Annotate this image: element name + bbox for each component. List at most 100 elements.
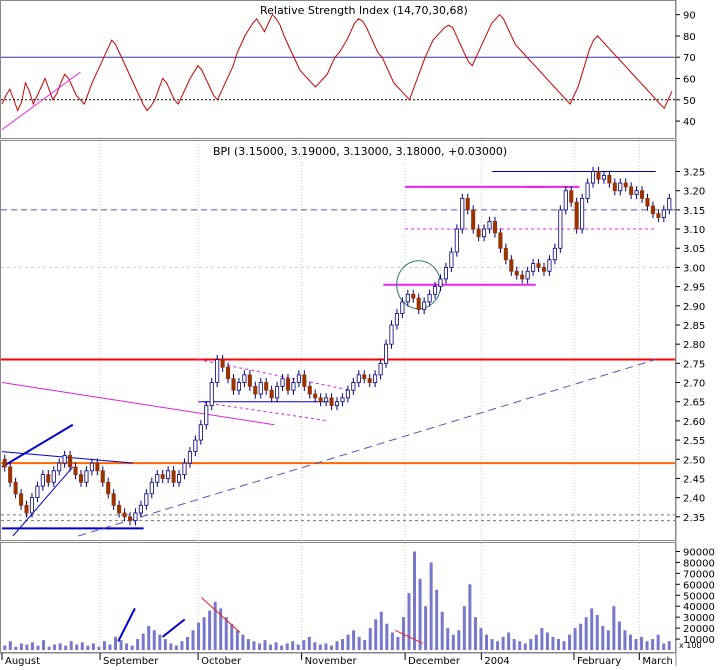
volume-bar bbox=[623, 630, 627, 650]
volume-bar bbox=[512, 639, 516, 650]
candle-body bbox=[465, 197, 470, 211]
volume-bar bbox=[19, 643, 23, 650]
volume-bar bbox=[379, 611, 383, 650]
price-tick-label: 2.85 bbox=[683, 321, 705, 332]
candle-body bbox=[73, 466, 78, 476]
volume-bar bbox=[518, 641, 522, 650]
volume-bar bbox=[185, 636, 189, 650]
x-axis: August September October November December 20… bbox=[0, 652, 676, 667]
price-annotation-line bbox=[12, 466, 74, 537]
volume-annotation-line bbox=[201, 597, 241, 633]
volume-bar bbox=[47, 646, 51, 650]
candle-body bbox=[411, 293, 416, 299]
volume-bar bbox=[329, 645, 333, 650]
volume-annotation-line bbox=[394, 629, 424, 644]
volume-bar bbox=[3, 645, 7, 650]
candle-body bbox=[253, 385, 258, 395]
price-annotation-line bbox=[1, 451, 133, 464]
volume-bar bbox=[628, 634, 632, 650]
candle-body bbox=[433, 286, 438, 295]
price-tick-label: 2.70 bbox=[683, 379, 705, 390]
rsi-tick-label: 70 bbox=[683, 53, 696, 64]
candle-body bbox=[144, 493, 149, 506]
volume-bar bbox=[534, 634, 538, 650]
volume-bar bbox=[645, 641, 649, 650]
candle-body bbox=[422, 301, 427, 311]
candle-body bbox=[520, 274, 525, 280]
volume-bar bbox=[130, 645, 134, 650]
price-tick-label: 3.15 bbox=[683, 206, 705, 217]
candle-body bbox=[111, 493, 116, 506]
volume-bar bbox=[213, 601, 217, 650]
price-tick-label: 2.90 bbox=[683, 302, 705, 313]
volume-bar bbox=[69, 641, 73, 650]
volume-bar bbox=[114, 636, 118, 650]
price-annotation-line bbox=[198, 401, 329, 422]
candle-body bbox=[285, 378, 291, 391]
volume-bar bbox=[656, 634, 660, 650]
candle-body bbox=[187, 451, 192, 464]
candle-body bbox=[166, 470, 171, 479]
candle-body bbox=[618, 182, 623, 192]
volume-bar bbox=[390, 632, 394, 650]
candle-body bbox=[482, 228, 487, 238]
volume-bar bbox=[318, 644, 322, 650]
volume-bar bbox=[413, 551, 417, 650]
candle-body bbox=[629, 186, 634, 195]
volume-bar bbox=[86, 645, 90, 650]
volume-bar bbox=[42, 640, 46, 650]
price-tick-label: 3.05 bbox=[683, 244, 705, 255]
volume-bar bbox=[568, 634, 572, 650]
candle-body bbox=[231, 378, 236, 391]
volume-bar bbox=[662, 643, 666, 650]
candle-body bbox=[362, 374, 367, 380]
candle-body bbox=[100, 470, 105, 483]
rsi-panel bbox=[0, 0, 676, 139]
rsi-tick-label: 90 bbox=[683, 11, 696, 22]
volume-bar bbox=[80, 642, 84, 650]
candle-body bbox=[601, 174, 606, 180]
volume-bar bbox=[440, 611, 444, 650]
volume-bar bbox=[562, 641, 566, 650]
candle-body bbox=[509, 259, 514, 272]
volume-bar bbox=[313, 642, 317, 650]
volume-bar bbox=[163, 639, 167, 650]
volume-bar bbox=[58, 643, 62, 650]
volume-bar bbox=[280, 645, 284, 650]
price-tick-label: 2.60 bbox=[683, 417, 705, 428]
candle-body bbox=[51, 470, 56, 483]
volume-bar bbox=[208, 610, 212, 650]
candle-body bbox=[345, 389, 350, 399]
volume-bar bbox=[75, 644, 79, 650]
candle-body bbox=[127, 516, 133, 522]
volume-bar bbox=[119, 640, 123, 650]
candle-body bbox=[204, 405, 209, 426]
volume-bar bbox=[147, 625, 151, 650]
price-panel bbox=[0, 140, 676, 541]
candle-body bbox=[68, 455, 73, 468]
candle-body bbox=[24, 504, 29, 514]
x-tick-label: December bbox=[408, 656, 461, 666]
volume-tick-label: 90000 bbox=[683, 547, 715, 558]
x-tick-label: November bbox=[305, 656, 358, 666]
volume-bar bbox=[640, 636, 644, 650]
candle-body bbox=[503, 247, 508, 261]
volume-bar bbox=[169, 643, 173, 650]
candle-body bbox=[438, 278, 443, 288]
volume-bar bbox=[601, 625, 605, 650]
x-tick-label: September bbox=[103, 656, 159, 666]
volume-tick-label: 10000 bbox=[683, 635, 715, 646]
candle-body bbox=[182, 462, 187, 476]
candle-body bbox=[612, 182, 617, 192]
candle-body bbox=[29, 497, 34, 514]
candle-body bbox=[389, 324, 394, 345]
candle-body bbox=[106, 481, 111, 495]
volume-bar bbox=[407, 593, 411, 650]
volume-bar bbox=[202, 617, 206, 650]
price-tick-label: 2.45 bbox=[683, 474, 705, 485]
volume-tick-label: 60000 bbox=[683, 580, 715, 591]
candle-body bbox=[176, 474, 182, 483]
candle-body bbox=[580, 197, 585, 230]
volume-bar bbox=[401, 617, 405, 650]
volume-bar bbox=[429, 562, 433, 650]
